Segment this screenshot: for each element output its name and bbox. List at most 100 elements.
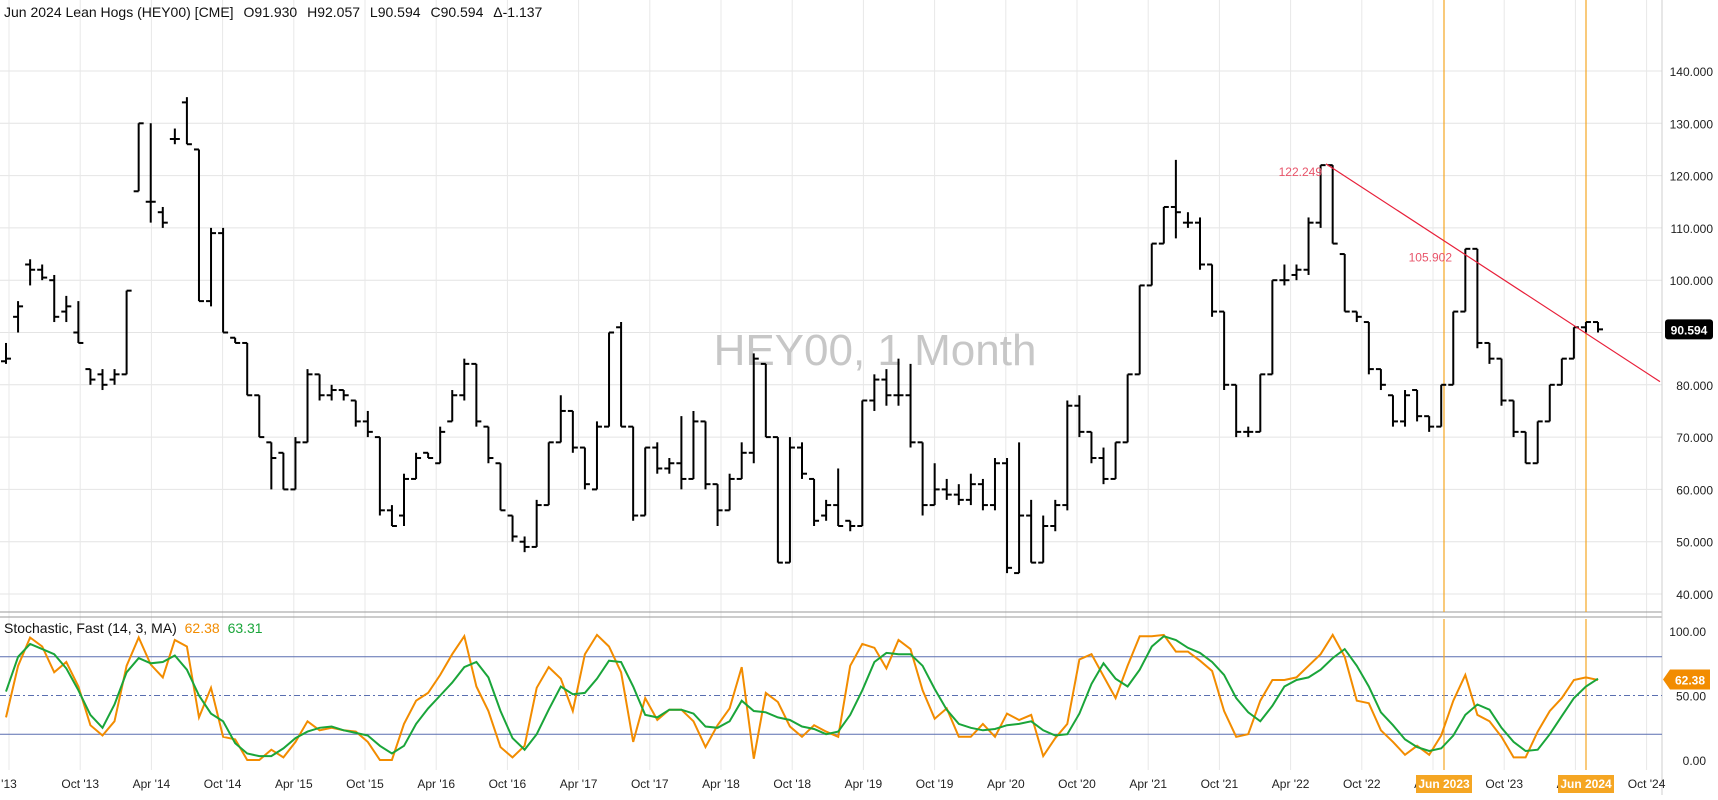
ohlc-bar — [447, 390, 458, 423]
time-tick-label: Oct '23 — [1485, 777, 1523, 791]
time-tick-label: Apr '22 — [1272, 777, 1310, 791]
stochastic-k-line — [5, 632, 1599, 761]
ohlc-bar — [857, 399, 868, 528]
ohlc-bar — [1050, 499, 1061, 532]
ohlc-bar — [169, 128, 180, 145]
last-price-badge-text: 90.594 — [1671, 323, 1708, 337]
stochastic-title: Stochastic, Fast — [4, 620, 104, 636]
ohlc-bar — [1074, 395, 1085, 438]
ohlc-bar — [579, 446, 590, 490]
price-header: Jun 2024 Lean Hogs (HEY00) [CME] O91.930… — [4, 4, 548, 20]
ohlc-bar — [1207, 263, 1218, 317]
ohlc-bar — [676, 416, 687, 490]
ohlc-bar — [652, 442, 663, 474]
ohlc-bar — [1424, 415, 1435, 432]
price-tick-label: 110.000 — [1671, 222, 1714, 236]
ohlc-bar — [567, 409, 578, 453]
ohlc-bar — [881, 369, 892, 406]
price-tick-label: 50.000 — [1676, 536, 1713, 550]
ohlc-bar — [748, 353, 759, 464]
ohlc-bar — [37, 264, 48, 281]
ohlc-bar — [1014, 442, 1025, 575]
ohlc-bar — [1327, 164, 1338, 245]
date-highlight-badge-text: Jun 2023 — [1418, 777, 1470, 791]
ohlc-bar — [531, 499, 542, 548]
time-axis: '13 Oct '13 Apr '14 Oct '14 Apr '15 Oct '15 Ap… — [1, 775, 1666, 793]
ohlc-bar — [1520, 430, 1531, 465]
ohlc-bar — [1110, 441, 1121, 480]
high-label: H — [307, 4, 318, 20]
ohlc-bar — [869, 374, 880, 411]
ohlc-bar — [1134, 284, 1145, 376]
ohlc-bar — [1038, 515, 1049, 564]
time-tick-label: Oct '15 — [346, 777, 384, 791]
ohlc-bar — [1158, 205, 1169, 245]
ohlc-bar — [254, 394, 265, 439]
price-tick-label: 130.000 — [1670, 117, 1714, 131]
price-tick-label: 100.000 — [1670, 274, 1714, 288]
close-value: 90.594 — [440, 4, 484, 20]
ohlc-bar — [917, 441, 928, 516]
ohlc-bar — [700, 420, 711, 490]
ohlc-bar — [1544, 383, 1555, 423]
ohlc-bar — [989, 458, 1000, 511]
price-tick-label: 40.000 — [1676, 588, 1713, 602]
ohlc-bar — [893, 358, 904, 406]
ohlc-bar — [688, 410, 699, 480]
ohlc-bar — [459, 358, 470, 401]
change-value: -1.137 — [502, 4, 543, 20]
time-tick-label: Apr '17 — [560, 777, 598, 791]
ohlc-bar — [218, 227, 229, 334]
ohlc-bar — [519, 536, 530, 553]
time-tick-label: Oct '19 — [916, 777, 954, 791]
ohlc-bar — [809, 477, 820, 527]
price-tick-label: 80.000 — [1676, 379, 1713, 393]
price-tick-label: 140.000 — [1670, 65, 1714, 79]
ohlc-bar — [616, 322, 627, 428]
symbol-title[interactable]: Jun 2024 Lean Hogs (HEY00) [CME] — [4, 4, 234, 20]
stochastic-last-badge-text: 62.38 — [1675, 674, 1705, 688]
time-tick-label: Apr '21 — [1129, 777, 1167, 791]
time-tick-label: '13 — [1, 777, 17, 791]
change-label: Δ — [493, 4, 503, 20]
date-highlight-badge-text: Jun 2024 — [1560, 777, 1612, 791]
stochastic-d-line — [5, 635, 1599, 758]
ohlc-bar — [278, 451, 289, 491]
ohlc-bar — [1243, 426, 1254, 438]
time-tick-label: Oct '17 — [631, 777, 669, 791]
price-tick-label: 70.000 — [1676, 431, 1713, 445]
stochastic-d-value: 63.31 — [227, 620, 263, 636]
ohlc-bar — [1496, 357, 1507, 406]
ohlc-bar — [1255, 373, 1266, 433]
date-highlight-badge — [1558, 775, 1614, 793]
ohlc-bar — [628, 425, 639, 521]
ohlc-bar — [845, 519, 856, 532]
ohlc-bar — [784, 437, 795, 564]
stochastic-tick-label: 100.00 — [1669, 625, 1706, 639]
ohlc-bar — [821, 499, 832, 521]
price-tick-label: 120.000 — [1670, 170, 1714, 184]
ohlc-bar — [1556, 357, 1567, 386]
ohlc-bar — [1062, 400, 1073, 511]
ohlc-bar — [1568, 326, 1579, 360]
ohlc-bar — [483, 425, 494, 464]
price-tick-label: 60.000 — [1676, 483, 1713, 497]
ohlc-bars — [1, 97, 1603, 575]
open-label: O — [243, 4, 255, 20]
time-tick-label: Oct '24 — [1628, 777, 1666, 791]
low-value: 90.594 — [377, 4, 421, 20]
ohlc-bar — [193, 148, 204, 303]
stochastic-header[interactable]: Stochastic, Fast (14, 3, MA) 62.38 63.31 — [4, 620, 263, 636]
ohlc-bar — [1351, 310, 1362, 323]
trendline[interactable]: 122.249 105.902 — [1279, 163, 1661, 383]
ohlc-bar — [1267, 279, 1278, 376]
ohlc-bar — [1412, 389, 1423, 422]
ohlc-bar — [1146, 242, 1157, 287]
time-tick-label: Oct '14 — [204, 777, 242, 791]
ohlc-bar — [1448, 310, 1459, 386]
trendline-segment — [1325, 163, 1661, 383]
ohlc-bar — [1195, 217, 1205, 270]
ohlc-bar — [604, 331, 615, 428]
time-tick-label: Oct '21 — [1201, 777, 1239, 791]
